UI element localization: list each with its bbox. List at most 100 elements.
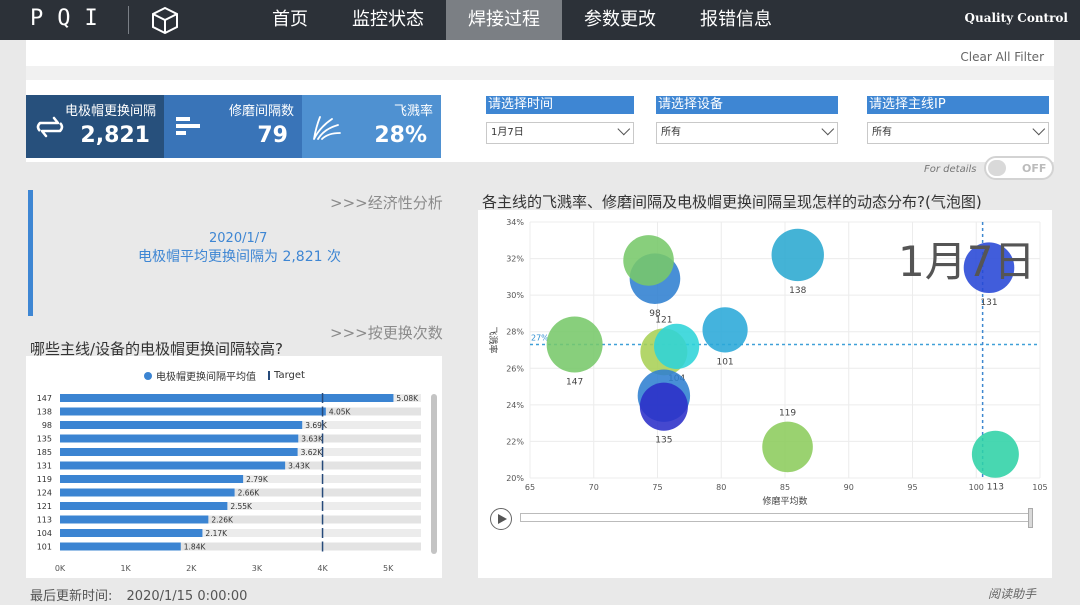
legend-marker-target: [268, 371, 270, 380]
time-filter: 请选择时间 1月7日: [486, 96, 634, 144]
nav-parameter-changes[interactable]: 参数更改: [584, 9, 656, 30]
nav-home[interactable]: 首页: [272, 9, 308, 30]
x-tick-label: 105: [1032, 483, 1047, 492]
bar: [60, 434, 299, 443]
bar: [60, 421, 303, 429]
reading-assistant-link[interactable]: 阅读助手: [988, 587, 1037, 601]
data-label: 2.17K: [205, 529, 228, 538]
bubble: [963, 242, 1015, 294]
play-icon[interactable]: [490, 508, 512, 530]
kpi-value: 79: [257, 123, 288, 148]
legend-marker-avg: [144, 371, 152, 380]
logo-divider: [128, 6, 129, 34]
bubble-label: 138: [789, 286, 806, 296]
x-tick-label: 75: [652, 483, 662, 492]
bubble: [654, 323, 700, 369]
data-label: 3.62K: [301, 448, 324, 457]
mainline-ip-select[interactable]: 所有: [867, 122, 1049, 144]
bubble-label: 101: [716, 357, 733, 367]
data-label: 3.69K: [305, 421, 328, 430]
last-update-value: 2020/1/15 0:00:00: [126, 589, 248, 604]
bar-background: [60, 502, 421, 510]
y-tick-label: 24%: [506, 401, 524, 410]
toggle-state: OFF: [1022, 162, 1047, 175]
legend-label-target: Target: [274, 370, 305, 381]
bars-icon: [176, 117, 200, 135]
reference-label: 27%: [531, 334, 549, 343]
timeline-slider-handle[interactable]: [1028, 508, 1033, 528]
bar-background: [60, 515, 421, 524]
category-label: 119: [37, 475, 52, 484]
accent-bar: [28, 190, 33, 316]
data-label: 1.84K: [184, 543, 207, 552]
category-label: 104: [37, 529, 52, 538]
bar: [60, 461, 286, 470]
legend-label-avg: 电极帽更换间隔平均值: [156, 372, 256, 383]
bubble-label: 147: [566, 378, 583, 388]
sort-by-count-link[interactable]: >>>按更换次数: [330, 324, 443, 342]
kpi-label: 修磨间隔数: [228, 104, 294, 119]
data-label: 3.43K: [288, 462, 311, 471]
kpi-value: 28%: [374, 123, 427, 148]
x-tick-label: 5K: [383, 564, 394, 573]
bar: [60, 394, 394, 402]
data-label: 2.55K: [230, 502, 253, 511]
nav-monitoring[interactable]: 监控状态: [352, 9, 424, 30]
top-navigation-bar: PQI 首页 监控状态 焊接过程 参数更改 报错信息 Quality Contr…: [0, 0, 1080, 40]
bar: [60, 529, 203, 537]
kpi-value: 2,821: [80, 123, 150, 148]
kpi-cards: 电极帽更换间隔 2,821 修磨间隔数 79 飞溅率 28%: [26, 95, 441, 158]
y-tick-label: 26%: [506, 364, 524, 373]
vertical-scrollbar[interactable]: [431, 394, 437, 554]
bar-chart-panel: 电极帽更换间隔平均值 Target 0K 1K 2K 3K 4K 5K 147 5.08K 13…: [26, 356, 442, 578]
filter-label: 请选择时间: [486, 96, 634, 114]
bubble: [639, 382, 688, 431]
category-label: 121: [37, 502, 52, 511]
kpi-splash-rate[interactable]: 飞溅率 28%: [302, 95, 441, 158]
nav-error-info[interactable]: 报错信息: [700, 9, 772, 30]
y-tick-label: 34%: [506, 218, 524, 227]
bar: [60, 542, 181, 551]
timeline-slider[interactable]: [520, 513, 1032, 522]
bar: [60, 488, 235, 497]
y-tick-label: 20%: [506, 474, 524, 483]
bubble-label: 113: [987, 483, 1004, 493]
x-tick-label: 3K: [252, 564, 263, 573]
x-tick-label: 85: [780, 483, 790, 492]
chevron-down-icon: [821, 122, 835, 136]
bubble-label: 131: [980, 298, 997, 308]
x-tick-label: 1K: [120, 564, 131, 573]
device-filter: 请选择设备 所有: [656, 96, 838, 144]
bubble-label: 121: [655, 315, 672, 325]
data-label: 5.08K: [396, 394, 419, 403]
category-label: 147: [37, 394, 52, 403]
main-nav: 首页 监控状态 焊接过程 参数更改 报错信息: [250, 0, 794, 40]
details-toggle[interactable]: OFF: [984, 156, 1054, 180]
select-value: 所有: [872, 127, 892, 138]
category-label: 124: [37, 489, 52, 498]
economy-analysis-link[interactable]: >>>经济性分析: [330, 194, 443, 212]
bubble: [623, 235, 674, 286]
kpi-cap-change-interval[interactable]: 电极帽更换间隔 2,821: [26, 95, 164, 158]
chevron-down-icon: [1032, 122, 1046, 136]
time-select[interactable]: 1月7日: [486, 122, 634, 144]
for-details-label: For details: [924, 164, 977, 175]
category-label: 98: [42, 421, 52, 430]
y-tick-label: 32%: [506, 255, 524, 264]
nav-welding-process[interactable]: 焊接过程: [446, 0, 562, 40]
device-select[interactable]: 所有: [656, 122, 838, 144]
kpi-grinding-interval[interactable]: 修磨间隔数 79: [164, 95, 302, 158]
bubble: [771, 228, 824, 282]
data-label: 2.79K: [246, 475, 269, 484]
x-tick-label: 70: [589, 483, 599, 492]
bar: [60, 448, 298, 456]
bar-background: [60, 542, 421, 551]
bubble-label: 98: [649, 309, 661, 319]
data-label: 4.05K: [329, 408, 352, 417]
cube-icon[interactable]: [150, 6, 180, 34]
category-label: 135: [37, 435, 52, 444]
clear-all-filter-button[interactable]: Clear All Filter: [960, 50, 1044, 64]
summary-date: 2020/1/7: [209, 231, 268, 246]
select-value: 1月7日: [491, 127, 524, 138]
app-logo: PQI: [30, 6, 112, 31]
